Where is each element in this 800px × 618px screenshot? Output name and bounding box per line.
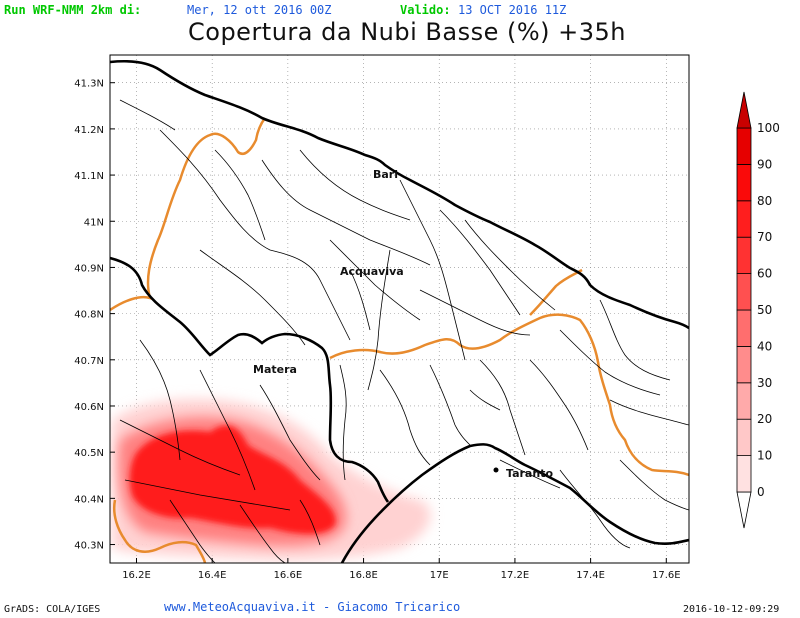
lat-tick-label: 40.4N [74,494,104,505]
region-border-basilicata [113,499,207,563]
lat-tick-label: 41.1N [74,171,104,182]
border-matera [110,256,390,503]
lat-tick-label: 40.9N [74,263,104,274]
run-label: Run WRF-NMM 2km di: [4,3,142,17]
lat-tick-label: 40.5N [74,448,104,459]
valid-date: 13 OCT 2016 11Z [458,3,567,17]
province-borders [110,59,689,563]
border-bari-north [110,59,689,330]
lat-tick-label: 41.2N [74,125,104,136]
lon-tick-label: 17.2E [501,570,530,581]
lat-tick-label: 40.3N [74,541,104,552]
lon-tick-label: 16.8E [349,570,378,581]
city-label-taranto: Taranto [506,467,553,480]
lon-tick-label: 16.2E [122,570,151,581]
region-borders [110,117,689,563]
footer-timestamp: 2016-10-12-09:29 [683,604,780,615]
lon-tick-label: 17.6E [652,570,681,581]
footer-credit: www.MeteoAcquaviva.it - Giacomo Tricaric… [164,600,461,614]
footer-software: GrADS: COLA/IGES [4,604,101,615]
region-border-west [110,117,267,312]
region-border-east [529,268,583,316]
region-border-south [329,313,689,477]
lon-tick-label: 16.6E [274,570,303,581]
lon-tick-label: 16.4E [198,570,227,581]
city-label-acquaviva: Acquaviva [340,265,404,278]
lat-tick-label: 41.3N [74,79,104,90]
cloud-cover-field [112,399,431,561]
city-labels: Bari Acquaviva Matera Taranto [253,168,553,480]
axis-ticks: 16.2E 16.4E 16.6E 16.8E 17E 17.2E 17.4E 17.6E 41… [74,79,680,581]
lat-tick-label: 40.8N [74,310,104,321]
border-taranto [340,443,689,563]
lon-tick-label: 17E [430,570,449,581]
cloud-area-core [129,425,336,534]
lat-tick-label: 40.6N [74,402,104,413]
city-label-matera: Matera [253,363,297,376]
lat-tick-label: 40.7N [74,356,104,367]
map-frame [109,54,690,564]
valid-label: Valido: [400,3,451,17]
lat-tick-label: 41N [84,217,104,228]
city-label-bari: Bari [373,168,398,181]
run-date: Mer, 12 ott 2016 00Z [187,3,332,17]
taranto-marker [493,467,499,473]
municipal-borders [119,99,689,563]
map-title: Copertura da Nubi Basse (%) +35h [188,18,626,46]
lon-tick-label: 17.4E [576,570,605,581]
